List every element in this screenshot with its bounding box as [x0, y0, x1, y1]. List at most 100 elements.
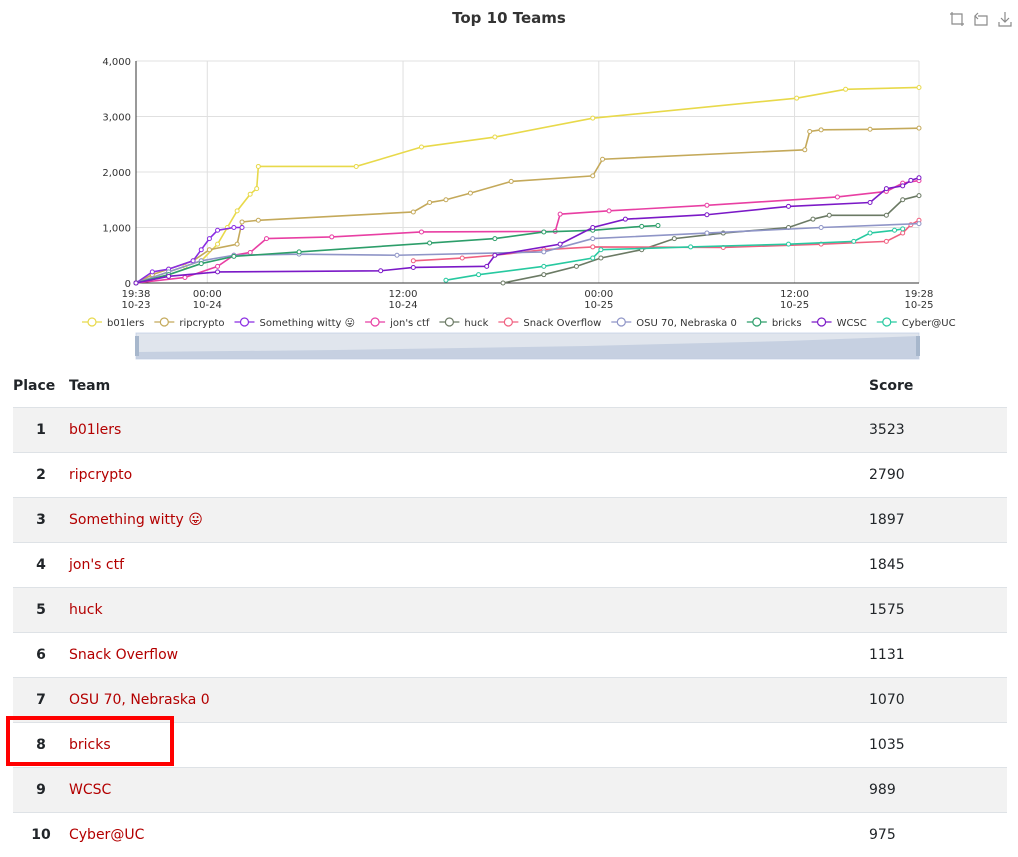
- data-point: [419, 230, 423, 234]
- x-tick-label: 00:00: [193, 289, 222, 300]
- data-point: [591, 245, 595, 249]
- data-point: [901, 231, 905, 235]
- place-cell: 9: [13, 768, 69, 813]
- table-row: 10 Cyber@UC 975: [13, 813, 1007, 857]
- data-point: [183, 275, 187, 279]
- data-point: [411, 265, 415, 269]
- team-header: Team: [69, 365, 869, 408]
- legend-label: Cyber@UC: [902, 318, 956, 329]
- x-tick-label: 10-23: [121, 300, 150, 311]
- data-point: [428, 201, 432, 205]
- data-point: [868, 201, 872, 205]
- data-point: [444, 278, 448, 282]
- legend-label: WCSC: [837, 318, 867, 329]
- data-point: [884, 239, 888, 243]
- download-icon[interactable]: [996, 10, 1014, 28]
- data-point: [542, 264, 546, 268]
- place-cell: 4: [13, 543, 69, 588]
- x-tick-label: 19:28: [905, 289, 934, 300]
- x-tick-label: 19:38: [122, 289, 151, 300]
- table-row: 2 ripcrypto 2790: [13, 453, 1007, 498]
- data-point: [509, 179, 513, 183]
- score-cell: 1897: [869, 498, 1007, 543]
- table-header-row: Place Team Score: [13, 365, 1007, 408]
- place-cell: 2: [13, 453, 69, 498]
- team-link[interactable]: b01lers: [69, 422, 121, 438]
- team-link[interactable]: huck: [69, 602, 103, 618]
- data-point: [601, 157, 605, 161]
- data-point: [330, 235, 334, 239]
- place-cell: 7: [13, 678, 69, 723]
- table-row: 6 Snack Overflow 1131: [13, 633, 1007, 678]
- team-link[interactable]: Snack Overflow: [69, 647, 178, 663]
- y-tick-label: 1,000: [102, 224, 131, 235]
- data-point: [819, 128, 823, 132]
- x-tick-label: 12:00: [780, 289, 809, 300]
- team-link[interactable]: jon's ctf: [69, 557, 124, 573]
- table-row: 8 bricks 1035: [13, 723, 1007, 768]
- score-cell: 3523: [869, 408, 1007, 453]
- team-link[interactable]: bricks: [69, 737, 111, 753]
- data-point: [493, 237, 497, 241]
- legend-label: jon's ctf: [389, 318, 430, 329]
- place-cell: 6: [13, 633, 69, 678]
- data-point: [542, 273, 546, 277]
- data-point: [558, 212, 562, 216]
- score-cell: 975: [869, 813, 1007, 857]
- place-cell: 1: [13, 408, 69, 453]
- data-point: [444, 198, 448, 202]
- data-point: [134, 281, 138, 285]
- data-point: [216, 270, 220, 274]
- data-point: [468, 191, 472, 195]
- series-line: [136, 178, 919, 283]
- table-row: 7 OSU 70, Nebraska 0 1070: [13, 678, 1007, 723]
- data-point: [884, 213, 888, 217]
- data-point: [216, 264, 220, 268]
- team-link[interactable]: Cyber@UC: [69, 827, 144, 843]
- data-point: [232, 226, 236, 230]
- team-link[interactable]: ripcrypto: [69, 467, 132, 483]
- data-point: [395, 253, 399, 257]
- team-link[interactable]: WCSC: [69, 782, 111, 798]
- place-header: Place: [13, 365, 69, 408]
- x-tick-label: 10-25: [780, 300, 809, 311]
- legend-label: Snack Overflow: [523, 318, 601, 329]
- data-point: [167, 274, 171, 278]
- x-tick-label: 10-24: [193, 300, 222, 311]
- data-point: [705, 203, 709, 207]
- legend-marker: [240, 318, 248, 326]
- chart-title: Top 10 Teams: [452, 9, 566, 27]
- data-point: [917, 85, 921, 89]
- data-point: [256, 218, 260, 222]
- x-tick-label: 10-25: [584, 300, 613, 311]
- data-point: [705, 213, 709, 217]
- series-line: [136, 224, 919, 283]
- zoom-icon[interactable]: [948, 10, 966, 28]
- score-cell: 1575: [869, 588, 1007, 633]
- team-link[interactable]: Something witty 😛: [69, 512, 203, 528]
- score-cell: 1035: [869, 723, 1007, 768]
- zoom-reset-icon[interactable]: [972, 10, 990, 28]
- x-tick-label: 00:00: [584, 289, 613, 300]
- chart-canvas: Top 10 Teams01,0002,0003,0004,00019:3810…: [0, 0, 1018, 365]
- score-cell: 1845: [869, 543, 1007, 588]
- data-point: [917, 176, 921, 180]
- table-row: 3 Something witty 😛 1897: [13, 498, 1007, 543]
- x-tick-label: 10-24: [389, 300, 418, 311]
- data-point: [901, 198, 905, 202]
- data-point: [901, 227, 905, 231]
- data-point: [216, 242, 220, 246]
- place-cell: 8: [13, 723, 69, 768]
- data-point: [207, 237, 211, 241]
- legend-label: Something witty 😛: [259, 318, 355, 329]
- data-point: [411, 210, 415, 214]
- score-cell: 1131: [869, 633, 1007, 678]
- zoom-handle-right: [916, 336, 920, 356]
- data-point: [558, 242, 562, 246]
- data-point: [216, 228, 220, 232]
- team-link[interactable]: OSU 70, Nebraska 0: [69, 692, 210, 708]
- data-point: [917, 126, 921, 130]
- y-tick-label: 2,000: [102, 168, 131, 179]
- legend-label: ripcrypto: [179, 318, 224, 329]
